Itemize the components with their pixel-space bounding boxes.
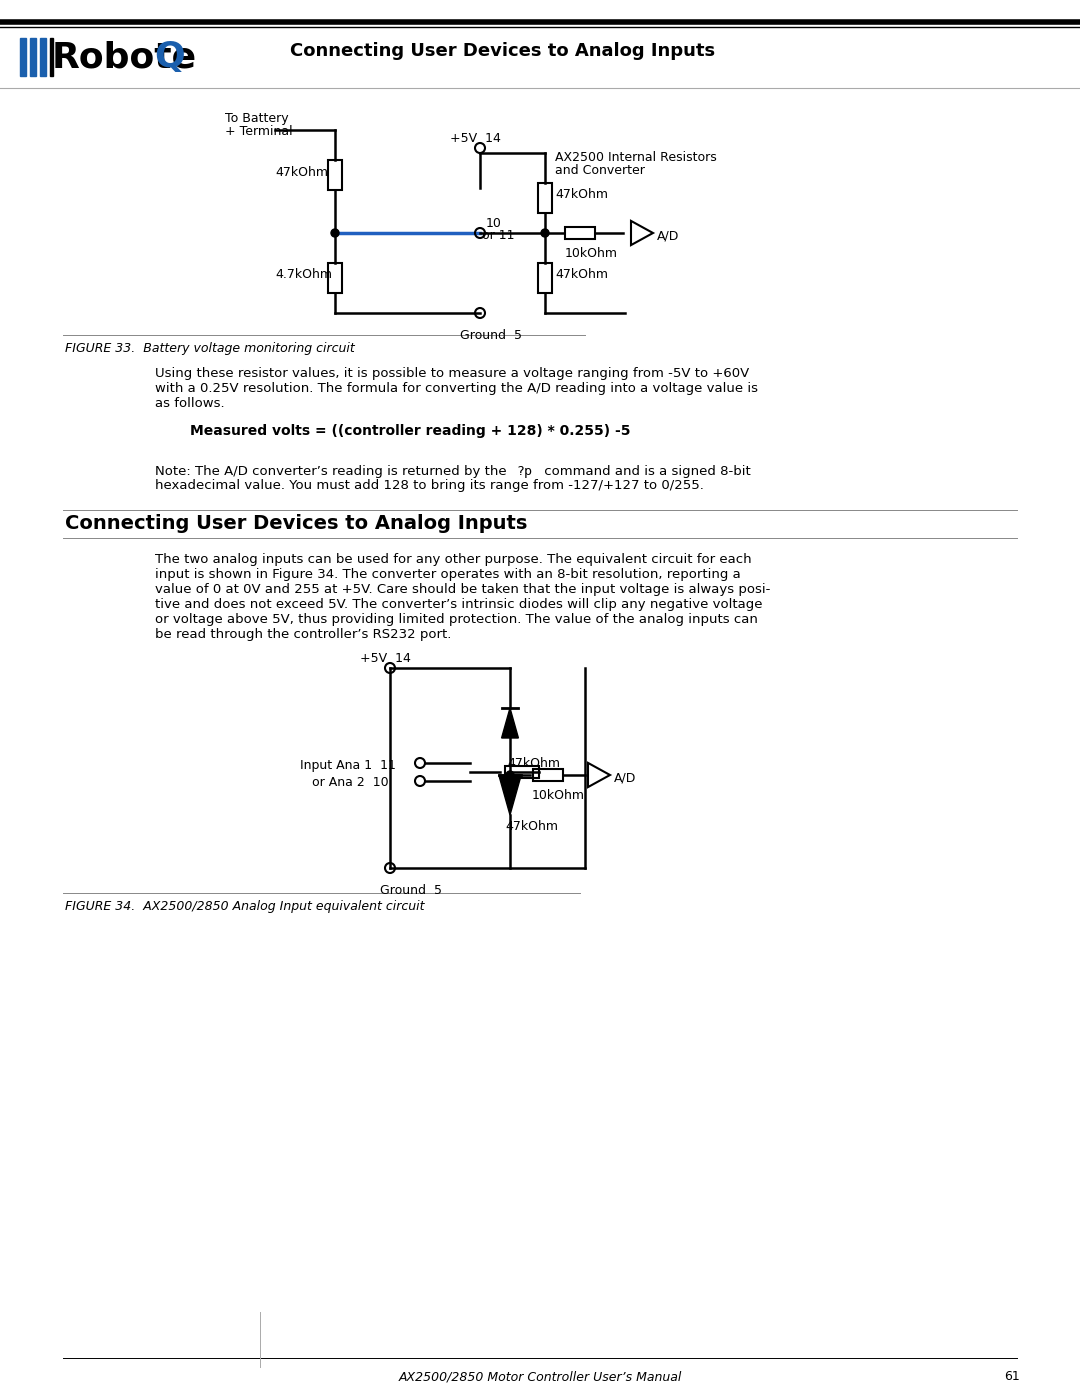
Text: be read through the controller’s RS232 port.: be read through the controller’s RS232 p…: [156, 629, 451, 641]
Text: hexadecimal value. You must add 128 to bring its range from -127/+127 to 0/255.: hexadecimal value. You must add 128 to b…: [156, 479, 704, 493]
Bar: [505, 766, 539, 778]
Text: 10: 10: [486, 217, 502, 231]
Bar: [538, 183, 552, 212]
Circle shape: [507, 771, 514, 780]
Text: + Terminal: + Terminal: [225, 124, 293, 138]
Text: AX2500/2850 Motor Controller User’s Manual: AX2500/2850 Motor Controller User’s Manu…: [399, 1370, 681, 1383]
Text: Ground  5: Ground 5: [460, 330, 522, 342]
Text: input is shown in Figure 34. The converter operates with an 8-bit resolution, re: input is shown in Figure 34. The convert…: [156, 569, 741, 581]
Text: Connecting User Devices to Analog Inputs: Connecting User Devices to Analog Inputs: [291, 42, 715, 60]
Bar: [40, 38, 46, 75]
Bar: [534, 768, 563, 781]
Bar: [538, 263, 552, 293]
Text: 47kOhm: 47kOhm: [505, 820, 558, 833]
Text: FIGURE 33.  Battery voltage monitoring circuit: FIGURE 33. Battery voltage monitoring ci…: [65, 342, 354, 355]
Text: Measured volts = ((controller reading + 128) * 0.255) -5: Measured volts = ((controller reading + …: [190, 425, 631, 439]
Text: +5V  14: +5V 14: [360, 652, 410, 665]
Bar: [565, 226, 595, 239]
Text: Ground  5: Ground 5: [380, 884, 442, 897]
Text: command and is a signed 8-bit: command and is a signed 8-bit: [540, 464, 751, 478]
Text: FIGURE 34.  AX2500/2850 Analog Input equivalent circuit: FIGURE 34. AX2500/2850 Analog Input equi…: [65, 900, 424, 914]
Polygon shape: [499, 775, 522, 814]
Text: or Ana 2  10: or Ana 2 10: [312, 777, 389, 789]
Text: 47kOhm: 47kOhm: [275, 165, 328, 179]
Bar: [30, 38, 36, 75]
Text: tive and does not exceed 5V. The converter’s intrinsic diodes will clip any nega: tive and does not exceed 5V. The convert…: [156, 598, 762, 610]
Text: with a 0.25V resolution. The formula for converting the A/D reading into a volta: with a 0.25V resolution. The formula for…: [156, 381, 758, 395]
Circle shape: [330, 229, 339, 237]
Text: Using these resistor values, it is possible to measure a voltage ranging from -5: Using these resistor values, it is possi…: [156, 367, 750, 380]
Text: 10kOhm: 10kOhm: [532, 789, 585, 802]
Bar: [21, 38, 26, 75]
Text: A/D: A/D: [615, 771, 636, 785]
Circle shape: [541, 229, 549, 237]
Text: AX2500 Internal Resistors: AX2500 Internal Resistors: [555, 151, 717, 163]
Text: ?p: ?p: [516, 464, 532, 478]
Text: 47kOhm: 47kOhm: [555, 189, 608, 201]
Text: value of 0 at 0V and 255 at +5V. Care should be taken that the input voltage is : value of 0 at 0V and 255 at +5V. Care sh…: [156, 583, 770, 597]
Text: and Converter: and Converter: [555, 163, 645, 177]
Polygon shape: [501, 708, 518, 738]
Text: Input Ana 1  11: Input Ana 1 11: [300, 759, 396, 771]
Text: A/D: A/D: [657, 229, 679, 243]
Text: as follows.: as follows.: [156, 397, 225, 409]
Bar: [328, 263, 342, 293]
Text: To Battery: To Battery: [225, 112, 288, 124]
Text: 47kOhm: 47kOhm: [507, 757, 561, 770]
Bar: [328, 161, 342, 190]
Text: or 11: or 11: [482, 229, 514, 242]
Text: 47kOhm: 47kOhm: [555, 268, 608, 282]
Text: 4.7kOhm: 4.7kOhm: [275, 268, 332, 282]
Text: Robote: Robote: [52, 41, 198, 74]
Text: Q: Q: [154, 41, 185, 74]
Bar: [50, 38, 53, 75]
Text: 61: 61: [1004, 1370, 1020, 1383]
Text: Note: The A/D converter’s reading is returned by the: Note: The A/D converter’s reading is ret…: [156, 464, 511, 478]
Text: 10kOhm: 10kOhm: [565, 247, 618, 260]
Text: Connecting User Devices to Analog Inputs: Connecting User Devices to Analog Inputs: [65, 514, 527, 534]
Text: The two analog inputs can be used for any other purpose. The equivalent circuit : The two analog inputs can be used for an…: [156, 553, 752, 566]
Text: or voltage above 5V, thus providing limited protection. The value of the analog : or voltage above 5V, thus providing limi…: [156, 613, 758, 626]
Text: +5V  14: +5V 14: [450, 131, 501, 145]
